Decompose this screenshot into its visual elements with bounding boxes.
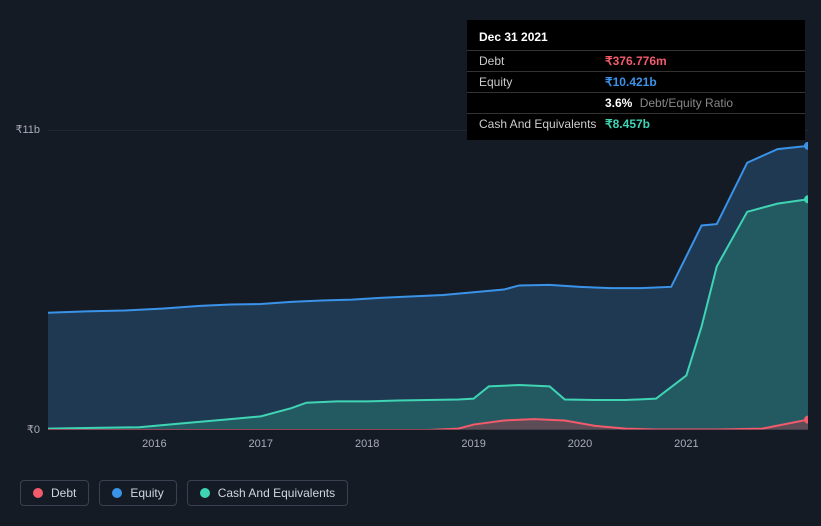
tooltip-row-label: Cash And Equivalents bbox=[479, 117, 605, 131]
tooltip-row-value: 3.6% Debt/Equity Ratio bbox=[605, 96, 733, 110]
tooltip-row: Equity₹10.421b bbox=[467, 72, 805, 93]
tooltip-row: 3.6% Debt/Equity Ratio bbox=[467, 93, 805, 114]
x-axis-label: 2021 bbox=[674, 438, 698, 450]
legend-label: Equity bbox=[130, 486, 163, 500]
x-axis-label: 2020 bbox=[568, 438, 592, 450]
chart-tooltip: Dec 31 2021 Debt₹376.776mEquity₹10.421b3… bbox=[467, 20, 805, 140]
legend-swatch bbox=[112, 488, 122, 498]
x-axis-label: 2017 bbox=[249, 438, 273, 450]
legend-item-equity[interactable]: Equity bbox=[99, 480, 176, 506]
x-axis: 2016 2017 2018 2019 2020 2021 bbox=[48, 438, 808, 458]
x-axis-label: 2019 bbox=[461, 438, 485, 450]
tooltip-date: Dec 31 2021 bbox=[467, 26, 805, 51]
legend-label: Cash And Equivalents bbox=[218, 486, 335, 500]
y-axis-label: ₹0 bbox=[10, 423, 40, 436]
tooltip-row-value: ₹10.421b bbox=[605, 75, 657, 89]
tooltip-row-value: ₹8.457b bbox=[605, 117, 650, 131]
tooltip-row-value: ₹376.776m bbox=[605, 54, 667, 68]
financial-timeseries-chart: ₹11b₹0 201620172018201920202021 bbox=[18, 120, 808, 460]
tooltip-row-label: Equity bbox=[479, 75, 605, 89]
tooltip-row: Debt₹376.776m bbox=[467, 51, 805, 72]
x-axis-label: 2018 bbox=[355, 438, 379, 450]
legend-item-cash-and-equivalents[interactable]: Cash And Equivalents bbox=[187, 480, 348, 506]
chart-plot-area[interactable] bbox=[48, 130, 808, 430]
tooltip-row-sublabel: Debt/Equity Ratio bbox=[636, 96, 733, 110]
x-axis-label: 2016 bbox=[142, 438, 166, 450]
y-axis-label: ₹11b bbox=[10, 123, 40, 136]
tooltip-row-label: Debt bbox=[479, 54, 605, 68]
tooltip-row-label bbox=[479, 96, 605, 110]
tooltip-row: Cash And Equivalents₹8.457b bbox=[467, 114, 805, 134]
legend-swatch bbox=[33, 488, 43, 498]
legend-label: Debt bbox=[51, 486, 76, 500]
legend-swatch bbox=[200, 488, 210, 498]
legend-item-debt[interactable]: Debt bbox=[20, 480, 89, 506]
chart-legend: Debt Equity Cash And Equivalents bbox=[20, 480, 348, 506]
